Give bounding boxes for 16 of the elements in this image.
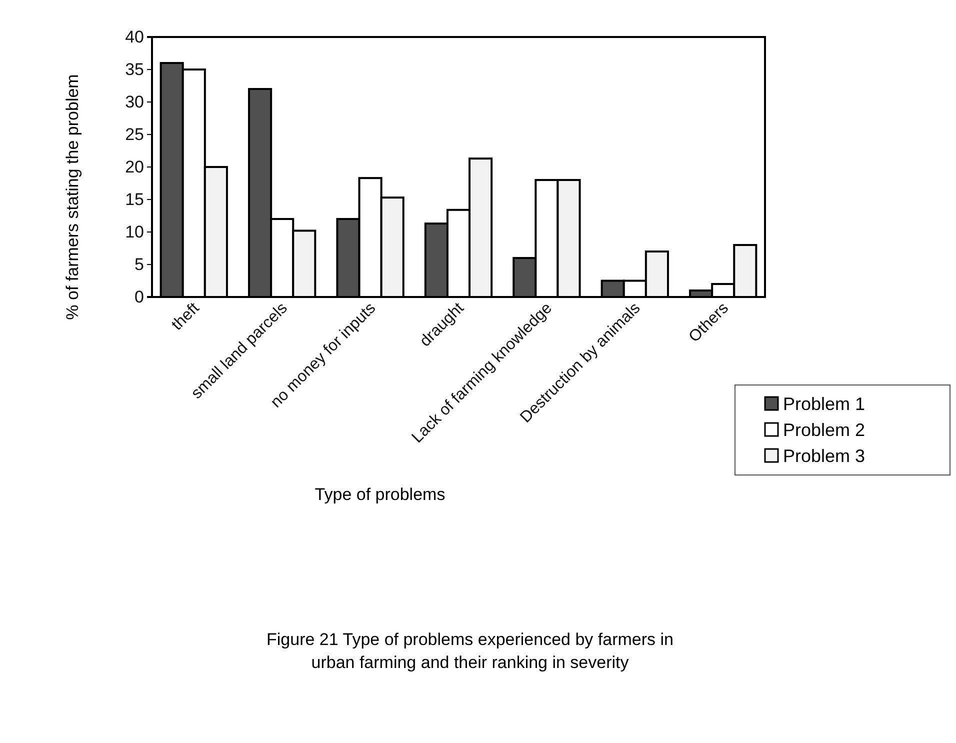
y-axis-title: % of farmers stating the problem xyxy=(63,74,82,320)
y-tick-label: 30 xyxy=(125,92,144,112)
y-tick-label: 35 xyxy=(125,60,144,79)
x-tick-label: theft xyxy=(168,299,204,334)
y-tick-label: 5 xyxy=(134,254,144,274)
y-tick-label: 25 xyxy=(125,124,144,144)
y-tick-label: 10 xyxy=(125,222,144,242)
legend-label: Problem 3 xyxy=(783,446,866,466)
x-axis-title: Type of problems xyxy=(314,485,446,504)
legend-label: Problem 2 xyxy=(783,420,866,440)
y-tick-label: 0 xyxy=(134,287,144,306)
legend-label: Problem 1 xyxy=(783,394,866,414)
text: Figure 21 Type of problems experienced by farmers in urban farming and their ranking in severity xyxy=(266,630,674,672)
y-tick-label: 40 xyxy=(125,27,144,46)
y-tick-label: 15 xyxy=(125,190,144,209)
y-tick-label: 20 xyxy=(125,157,144,176)
